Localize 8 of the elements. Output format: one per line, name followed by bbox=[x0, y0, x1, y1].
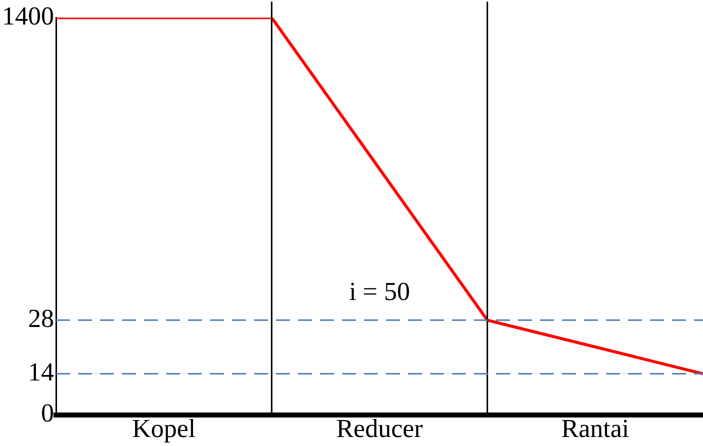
y-tick-label: 0 bbox=[41, 398, 54, 428]
y-tick-label: 14 bbox=[28, 358, 54, 387]
x-tick-label: Kopel bbox=[132, 414, 196, 444]
y-tick-label: 1400 bbox=[2, 1, 54, 30]
annotation: i = 50 bbox=[349, 276, 410, 306]
x-tick-label: Reducer bbox=[336, 414, 424, 444]
y-tick-label: 28 bbox=[28, 304, 54, 333]
x-tick-label: Rantai bbox=[561, 414, 630, 444]
